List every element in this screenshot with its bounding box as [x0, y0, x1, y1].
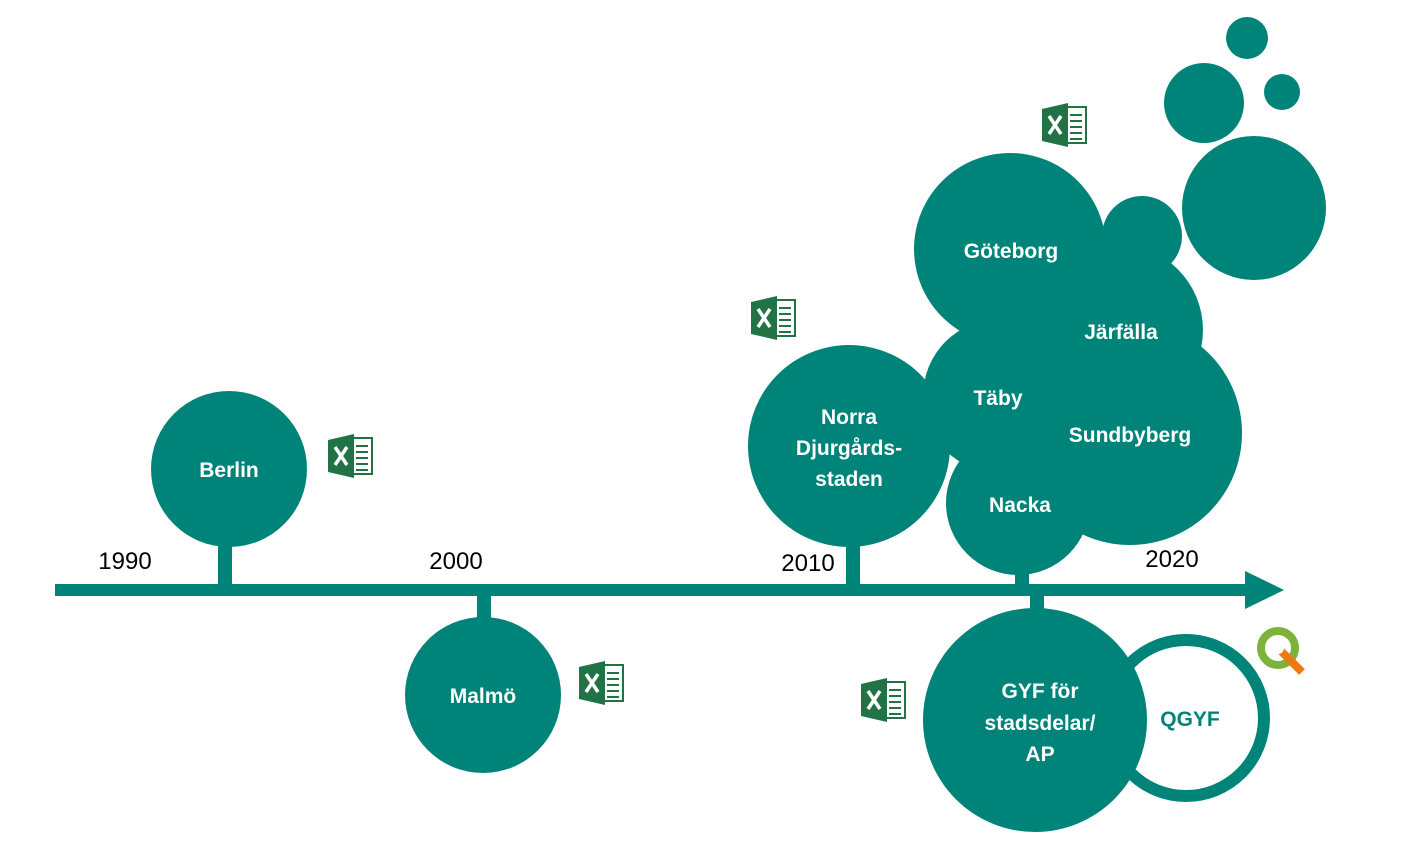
year-label: 2010: [781, 550, 834, 577]
stem: [477, 592, 491, 622]
node-label: QGYF: [1160, 708, 1220, 731]
excel-icon: [749, 294, 797, 342]
node-label: stadsdelar/: [985, 712, 1096, 735]
stem: [1030, 592, 1044, 612]
excel-icon: [859, 676, 907, 724]
node-label: Berlin: [199, 459, 259, 482]
deco-circle: [1264, 74, 1300, 110]
node-label: GYF för: [1002, 680, 1079, 703]
deco-circle: [1182, 136, 1326, 280]
deco-circle: [1226, 17, 1268, 59]
node-circle: [946, 431, 1090, 575]
node-circle: [405, 617, 561, 773]
stem: [846, 540, 860, 588]
excel-icon: [326, 432, 374, 480]
node-label: Nacka: [989, 494, 1051, 517]
node-label: AP: [1025, 743, 1054, 766]
node-label: Täby: [973, 387, 1022, 410]
node-label: Järfälla: [1084, 321, 1158, 344]
node-label: Djurgårds-: [796, 437, 902, 460]
node-label: Malmö: [450, 685, 517, 708]
node-label: Sundbyberg: [1069, 424, 1192, 447]
excel-icon: [1040, 101, 1088, 149]
year-label: 1990: [98, 548, 151, 575]
deco-circle: [1164, 63, 1244, 143]
node-circle: [151, 391, 307, 547]
year-label: 2020: [1145, 546, 1198, 573]
node-circle: [748, 345, 950, 547]
timeline-axis: [55, 584, 1255, 596]
node-circle: [923, 608, 1147, 832]
qgis-icon: [1257, 627, 1305, 675]
year-label: 2000: [429, 548, 482, 575]
timeline-arrow: [1245, 571, 1284, 609]
node-label: Göteborg: [964, 240, 1059, 263]
excel-icon: [577, 659, 625, 707]
circles: [151, 17, 1326, 832]
node-label: staden: [815, 468, 883, 491]
stem: [218, 540, 232, 588]
node-label: Norra: [821, 406, 877, 429]
